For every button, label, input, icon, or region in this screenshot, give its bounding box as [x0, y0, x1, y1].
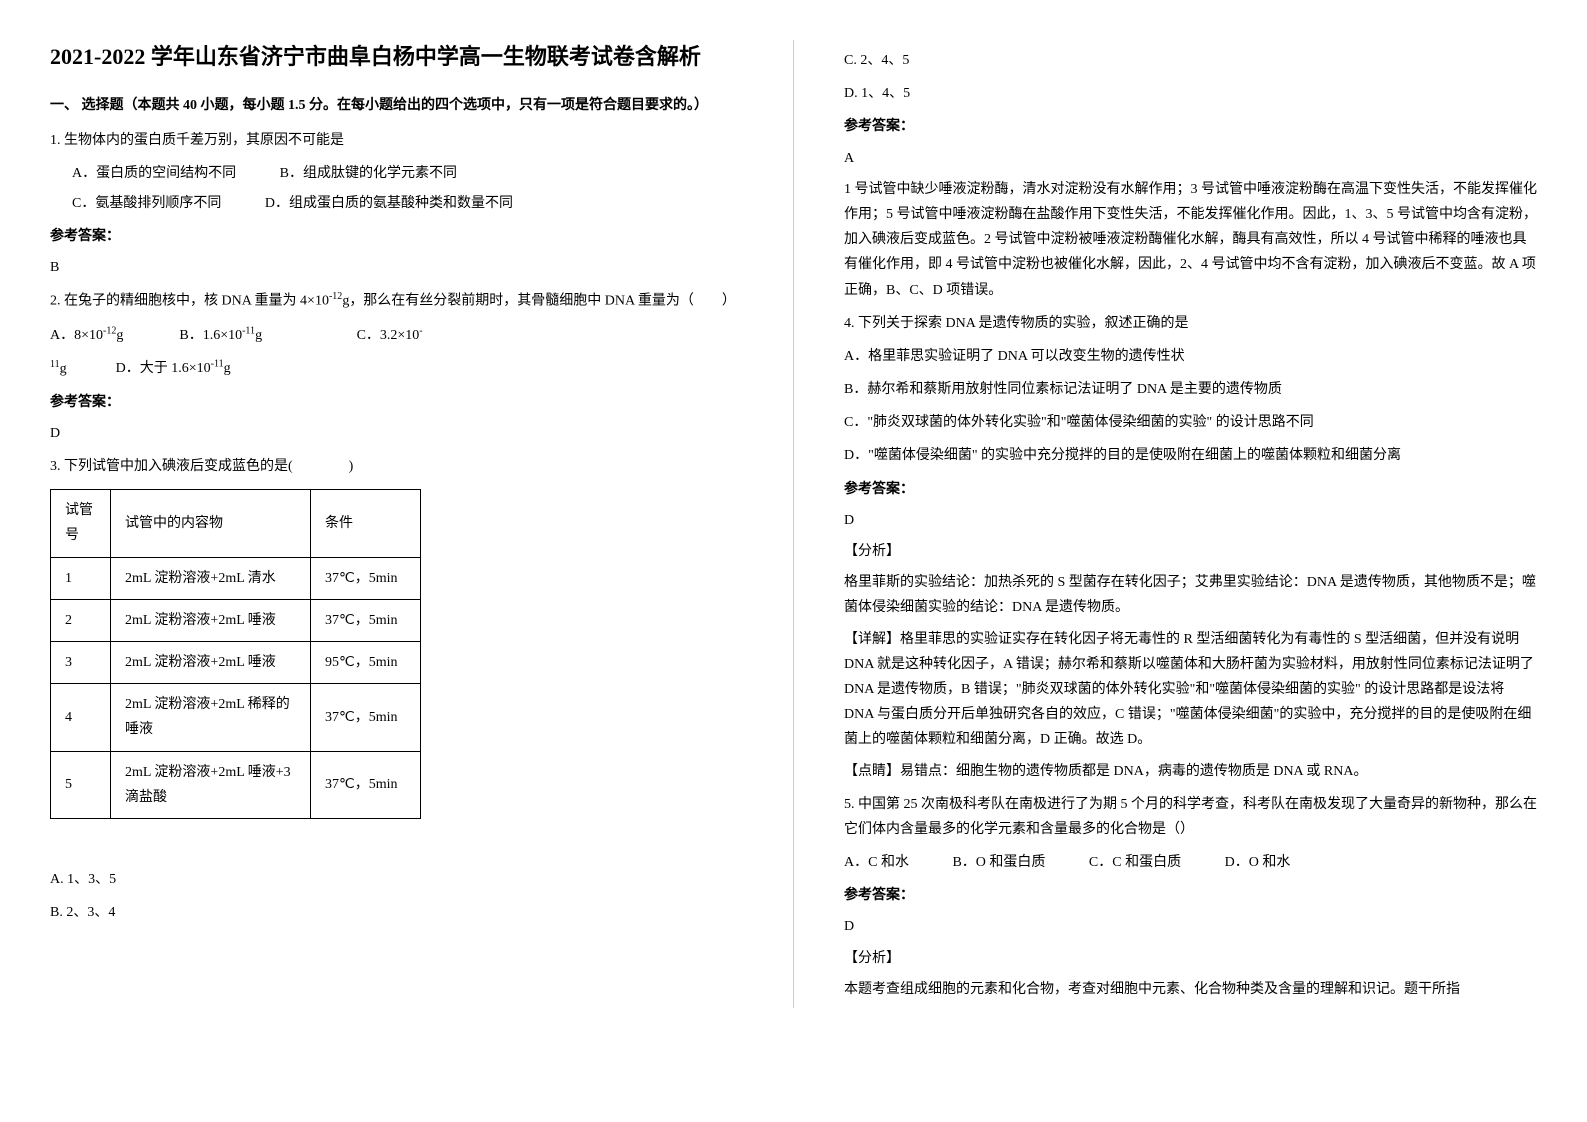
q3-answer-label: 参考答案： [844, 114, 1537, 139]
table-row: 42mL 淀粉溶液+2mL 稀释的唾液37℃，5min [51, 684, 421, 751]
q2-answer: D [50, 421, 743, 446]
q5-answer: D [844, 914, 1537, 939]
q5-stem: 5. 中国第 25 次南极科考队在南极进行了为期 5 个月的科学考查，科考队在南… [844, 792, 1537, 842]
q1-options-row2: C．氨基酸排列顺序不同 D．组成蛋白质的氨基酸种类和数量不同 [72, 191, 743, 216]
table-cell: 37℃，5min [311, 599, 421, 641]
q3-table: 试管号 试管中的内容物 条件 12mL 淀粉溶液+2mL 清水37℃，5min2… [50, 489, 421, 819]
q3-answer: A [844, 146, 1537, 171]
q4-analysis1: 格里菲斯的实验结论：加热杀死的 S 型菌存在转化因子；艾弗里实验结论：DNA 是… [844, 570, 1537, 620]
q2-stem-b: g，那么在有丝分裂前期时，其骨髓细胞中 DNA 重量为（ ） [342, 294, 736, 309]
table-cell: 2mL 淀粉溶液+2mL 稀释的唾液 [111, 684, 311, 751]
q3-analysis: 1 号试管中缺少唾液淀粉酶，清水对淀粉没有水解作用；3 号试管中唾液淀粉酶在高温… [844, 177, 1537, 303]
q5-analysis-label: 【分析】 [844, 946, 1537, 971]
q4-answer-label: 参考答案： [844, 477, 1537, 502]
table-row: 12mL 淀粉溶液+2mL 清水37℃，5min [51, 557, 421, 599]
q2-stem-a: 2. 在兔子的精细胞核中，核 DNA 重量为 4×10 [50, 294, 329, 309]
q5-answer-label: 参考答案： [844, 883, 1537, 908]
q1-optC: C．氨基酸排列顺序不同 [72, 191, 221, 216]
table-cell: 37℃，5min [311, 557, 421, 599]
q5-optD: D．O 和水 [1225, 850, 1291, 875]
q4-optB: B．赫尔希和蔡斯用放射性同位素标记法证明了 DNA 是主要的遗传物质 [844, 377, 1537, 402]
table-row: 32mL 淀粉溶液+2mL 唾液95℃，5min [51, 641, 421, 683]
table-cell: 95℃，5min [311, 641, 421, 683]
q2-optD-a: D．大于 1.6×10 [116, 361, 211, 376]
q2-optD-sup: -11 [211, 359, 224, 370]
q4-optA: A．格里菲思实验证明了 DNA 可以改变生物的遗传性状 [844, 344, 1537, 369]
q5-optB: B．O 和蛋白质 [952, 850, 1045, 875]
exam-title: 2021-2022 学年山东省济宁市曲阜白杨中学高一生物联考试卷含解析 [50, 40, 743, 73]
q5-options: A．C 和水 B．O 和蛋白质 C．C 和蛋白质 D．O 和水 [844, 850, 1537, 875]
table-cell: 2mL 淀粉溶液+2mL 唾液+3滴盐酸 [111, 751, 311, 818]
q2-stem: 2. 在兔子的精细胞核中，核 DNA 重量为 4×10-12g，那么在有丝分裂前… [50, 288, 743, 314]
q1-optB: B．组成肽键的化学元素不同 [280, 161, 457, 186]
q2-options-row: A．8×10-12g B．1.6×10-11g C．3.2×10- [50, 322, 743, 348]
th-1: 试管中的内容物 [111, 490, 311, 557]
q2-optC-sup: - [419, 325, 422, 336]
q2-optC-a: C．3.2×10 [357, 328, 420, 343]
q2-sup1: -12 [329, 291, 342, 302]
q2-answer-label: 参考答案： [50, 390, 743, 415]
q5-analysis: 本题考查组成细胞的元素和化合物，考查对细胞中元素、化合物种类及含量的理解和识记。… [844, 977, 1537, 1002]
table-cell: 2mL 淀粉溶液+2mL 唾液 [111, 599, 311, 641]
table-row: 22mL 淀粉溶液+2mL 唾液37℃，5min [51, 599, 421, 641]
table-cell: 1 [51, 557, 111, 599]
q2-optB-b: g [255, 328, 262, 343]
q1-stem: 1. 生物体内的蛋白质千差万别，其原因不可能是 [50, 128, 743, 153]
table-cell: 37℃，5min [311, 684, 421, 751]
q2-optD-b: g [224, 361, 231, 376]
q4-answer: D [844, 508, 1537, 533]
q1-optA: A．蛋白质的空间结构不同 [72, 161, 236, 186]
table-cell: 5 [51, 751, 111, 818]
q2-optA-sup: -12 [103, 325, 116, 336]
table-cell: 37℃，5min [311, 751, 421, 818]
th-2: 条件 [311, 490, 421, 557]
q5-optA: A．C 和水 [844, 850, 909, 875]
q4-analysis3: 【点睛】易错点：细胞生物的遗传物质都是 DNA，病毒的遗传物质是 DNA 或 R… [844, 759, 1537, 784]
q3-optD: D. 1、4、5 [844, 81, 1537, 106]
q1-optD: D．组成蛋白质的氨基酸种类和数量不同 [265, 191, 513, 216]
q1-options-row1: A．蛋白质的空间结构不同 B．组成肽键的化学元素不同 [72, 161, 743, 186]
q2-optD: D．大于 1.6×10-11g [116, 361, 231, 376]
q1-answer-label: 参考答案： [50, 224, 743, 249]
q2-optB-sup: -11 [242, 325, 255, 336]
th-0: 试管号 [51, 490, 111, 557]
q2-optC-cont-sup: 11 [50, 359, 60, 370]
table-row: 52mL 淀粉溶液+2mL 唾液+3滴盐酸37℃，5min [51, 751, 421, 818]
q3-optA: A. 1、3、5 [50, 867, 743, 892]
q3-stem: 3. 下列试管中加入碘液后变成蓝色的是( ) [50, 454, 743, 479]
table-cell: 3 [51, 641, 111, 683]
section-1-header: 一、 选择题（本题共 40 小题，每小题 1.5 分。在每小题给出的四个选项中，… [50, 93, 743, 118]
q1-answer: B [50, 255, 743, 280]
table-header-row: 试管号 试管中的内容物 条件 [51, 490, 421, 557]
table-cell: 2mL 淀粉溶液+2mL 清水 [111, 557, 311, 599]
table-cell: 2mL 淀粉溶液+2mL 唾液 [111, 641, 311, 683]
q2-optB: B．1.6×10-11g [179, 328, 262, 343]
q3-optB: B. 2、3、4 [50, 900, 743, 925]
q4-analysis-label: 【分析】 [844, 539, 1537, 564]
q4-analysis2: 【详解】格里菲思的实验证实存在转化因子将无毒性的 R 型活细菌转化为有毒性的 S… [844, 627, 1537, 753]
q3-optC: C. 2、4、5 [844, 48, 1537, 73]
table-cell: 4 [51, 684, 111, 751]
q2-optC: C．3.2×10- [357, 328, 423, 343]
q2-optA-a: A．8×10 [50, 328, 103, 343]
q5-optC: C．C 和蛋白质 [1089, 850, 1181, 875]
q4-stem: 4. 下列关于探索 DNA 是遗传物质的实验，叙述正确的是 [844, 311, 1537, 336]
q2-optA: A．8×10-12g [50, 328, 123, 343]
q2-optC-cont: g [60, 361, 67, 376]
table-cell: 2 [51, 599, 111, 641]
q4-optD: D．"噬菌体侵染细菌" 的实验中充分搅拌的目的是使吸附在细菌上的噬菌体颗粒和细菌… [844, 443, 1537, 468]
q2-optA-b: g [116, 328, 123, 343]
q4-optC: C．"肺炎双球菌的体外转化实验"和"噬菌体侵染细菌的实验" 的设计思路不同 [844, 410, 1537, 435]
q2-options-row2: 11g D．大于 1.6×10-11g [50, 356, 743, 382]
q2-optB-a: B．1.6×10 [179, 328, 242, 343]
